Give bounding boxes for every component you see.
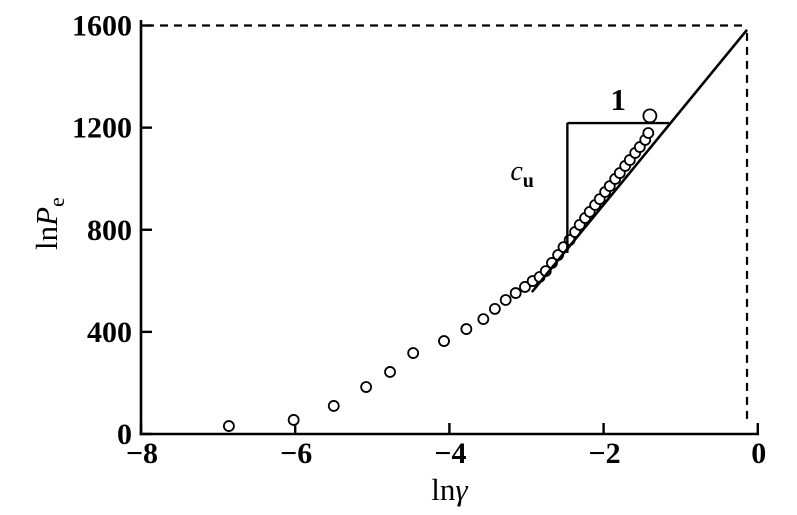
x-axis-title: lnγ <box>431 472 468 507</box>
fit-line-layer <box>530 29 749 293</box>
y-axis-title: lnPe <box>29 197 69 250</box>
data-point-marker <box>460 323 473 335</box>
x-tick-label: −6 <box>280 437 312 470</box>
data-point-marker <box>642 127 655 139</box>
y-tick-label: 800 <box>87 214 132 247</box>
data-point-marker <box>488 303 501 315</box>
data-point-marker <box>327 400 340 412</box>
cu-label: cu <box>510 156 534 192</box>
y-tick-label: 0 <box>117 418 132 451</box>
axis-titles-layer: lnγ lnPe <box>29 197 468 507</box>
data-point-marker <box>519 281 531 293</box>
data-point-marker <box>407 347 420 359</box>
data-point-marker <box>287 414 300 426</box>
data-point-marker <box>499 294 512 306</box>
projection-lines-layer <box>146 24 749 422</box>
data-point-marker <box>222 420 235 432</box>
slope-triangle-layer: 1 cu <box>510 82 670 253</box>
data-point-marker <box>477 313 490 326</box>
y-tick-label: 1200 <box>72 112 132 145</box>
y-tick-label: 400 <box>87 316 132 349</box>
fit-line <box>530 29 749 293</box>
slope-ratio-label: 1 <box>610 82 626 117</box>
data-point-marker <box>384 366 396 378</box>
data-point-marker <box>438 335 450 347</box>
data-point-marker <box>360 381 373 393</box>
data-points-layer <box>222 108 658 432</box>
x-tick-label: −8 <box>126 437 158 470</box>
data-point-marker <box>509 287 522 299</box>
axes-layer: −8 −6 −4 −2 0 0 400 800 1200 1600 <box>72 10 766 470</box>
x-tick-label: −2 <box>589 437 621 470</box>
y-tick-label: 1600 <box>72 10 132 43</box>
data-point-marker <box>642 108 658 124</box>
x-tick-label: −4 <box>434 437 466 470</box>
x-tick-label: 0 <box>751 437 766 470</box>
